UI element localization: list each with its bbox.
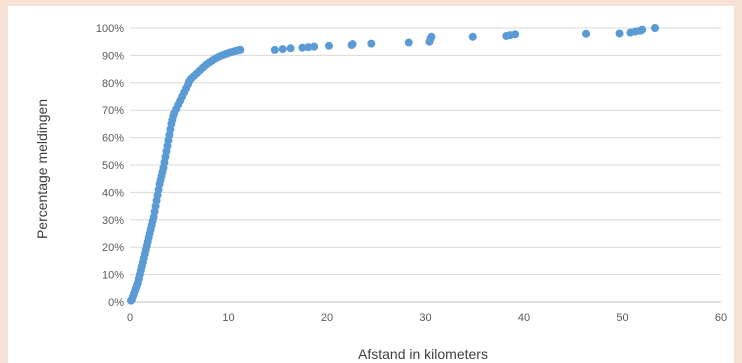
data-point: [427, 32, 436, 41]
scatter-chart: 0% 10% 20% 30% 40% 50% 60% 70% 80% 90% 100% 0 10 20 3…: [34, 23, 727, 362]
y-tick-label: 60%: [102, 133, 124, 145]
y-tick-label: 30%: [102, 215, 124, 227]
data-point: [324, 41, 333, 50]
y-tick-label: 70%: [102, 105, 124, 117]
x-tick-label: 30: [419, 312, 431, 324]
data-point: [638, 25, 647, 34]
data-point: [367, 39, 376, 48]
x-tick-labels: 0 10 20 30 40 50 60: [127, 312, 727, 324]
data-point: [310, 42, 319, 51]
x-tick-label: 50: [616, 312, 628, 324]
y-tick-label: 100%: [96, 23, 124, 35]
y-tick-label: 90%: [102, 50, 124, 62]
data-point: [404, 38, 413, 47]
data-point: [298, 43, 307, 52]
data-point: [651, 24, 660, 32]
x-tick-label: 40: [518, 312, 530, 324]
x-tick-label: 10: [222, 312, 234, 324]
y-tick-label: 40%: [102, 187, 124, 199]
gridlines: [130, 27, 721, 303]
y-tick-label: 10%: [102, 270, 124, 282]
x-tick-label: 0: [127, 312, 133, 324]
data-point: [582, 29, 591, 38]
x-tick-label: 60: [715, 312, 727, 324]
x-tick-label: 20: [321, 312, 333, 324]
data-point: [468, 32, 477, 41]
data-point: [348, 40, 357, 49]
data-point: [278, 45, 287, 54]
y-tick-label: 0%: [108, 297, 124, 309]
y-tick-labels: 0% 10% 20% 30% 40% 50% 60% 70% 80% 90% 100%: [96, 23, 124, 309]
x-axis-title: Afstand in kilometers: [358, 346, 488, 362]
y-tick-label: 50%: [102, 160, 124, 172]
data-point: [236, 45, 245, 54]
data-point: [270, 45, 279, 54]
data-point: [511, 30, 520, 39]
y-tick-label: 80%: [102, 78, 124, 90]
data-point: [286, 44, 295, 53]
data-points: [126, 24, 660, 305]
chart-frame: 0% 10% 20% 30% 40% 50% 60% 70% 80% 90% 100% 0 10 20 3…: [8, 6, 734, 363]
data-point: [304, 43, 313, 52]
y-tick-label: 20%: [102, 242, 124, 254]
data-point: [615, 29, 624, 38]
y-axis-title: Percentage meldingen: [34, 99, 50, 239]
